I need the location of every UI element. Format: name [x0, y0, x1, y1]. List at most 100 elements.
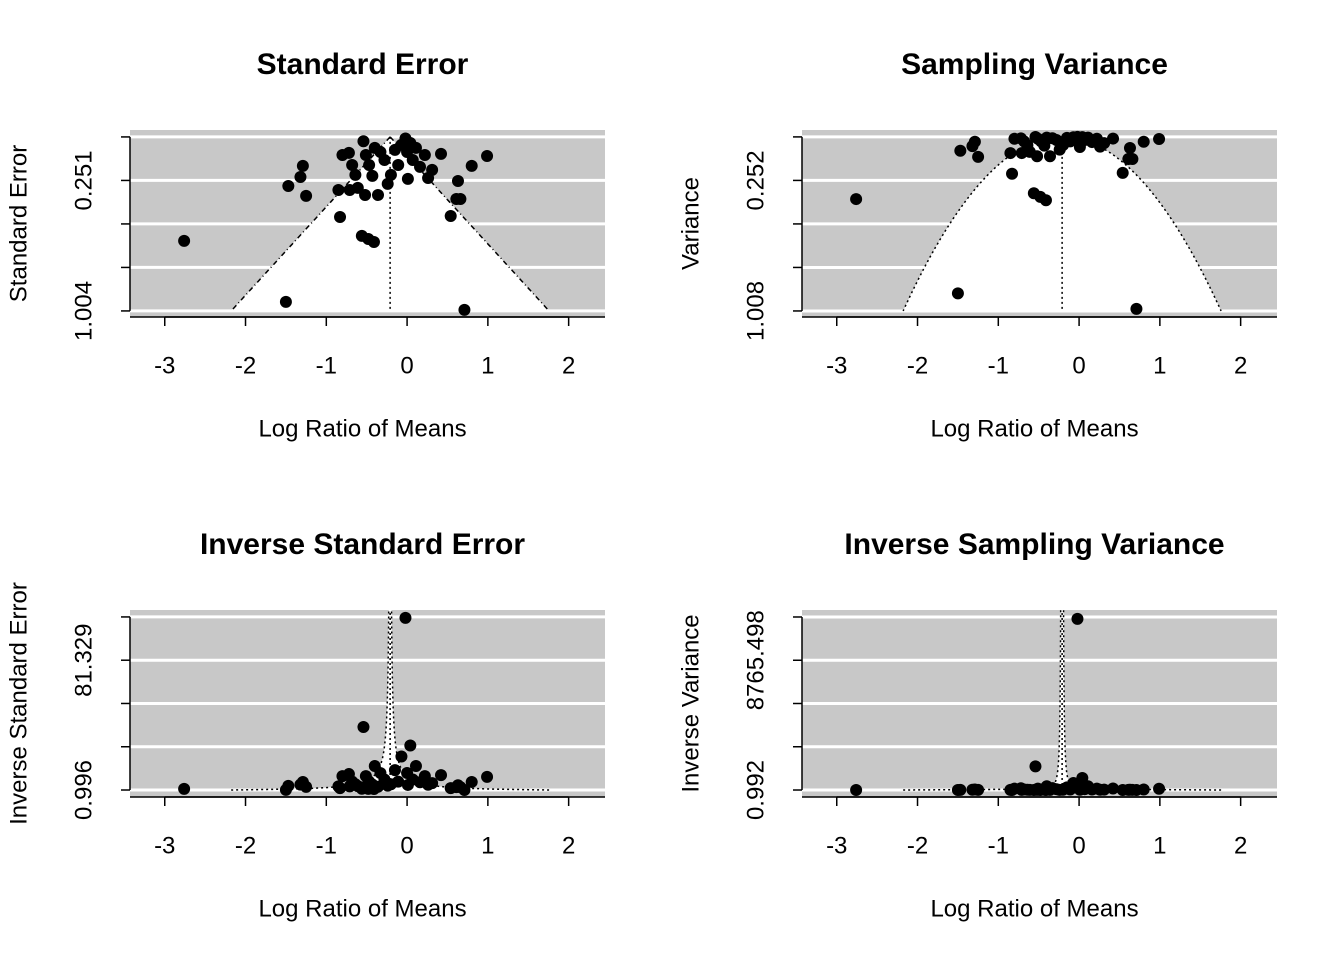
point	[451, 779, 464, 792]
panel: Inverse Standard Error Log Ratio of Means…	[5, 528, 605, 922]
point	[1031, 150, 1044, 163]
point	[332, 780, 345, 793]
x-tick-label: 1	[1153, 352, 1166, 379]
point	[1098, 137, 1111, 150]
point	[465, 159, 478, 172]
point	[388, 764, 401, 777]
point	[972, 150, 985, 163]
point	[968, 135, 981, 148]
x-axis-label: Log Ratio of Means	[930, 415, 1138, 442]
point	[279, 295, 292, 308]
point	[399, 611, 412, 624]
point	[357, 720, 370, 733]
x-tick-label: 2	[562, 352, 575, 379]
y-tick-label: 1.008	[742, 281, 769, 341]
point	[1116, 166, 1129, 179]
x-tick-label: 1	[1153, 832, 1166, 859]
y-tick-label: 1.004	[70, 281, 97, 341]
point	[465, 775, 478, 788]
x-tick-label: 1	[481, 832, 494, 859]
y-tick-label: 0.996	[70, 760, 97, 820]
point	[458, 303, 471, 316]
panel: Inverse Sampling Variance Log Ratio of Me…	[677, 528, 1277, 922]
x-tick-label: 2	[1234, 832, 1247, 859]
x-tick-label: 0	[1072, 832, 1085, 859]
x-tick-label: 1	[481, 352, 494, 379]
point	[1123, 142, 1136, 155]
point	[418, 148, 431, 161]
point	[1137, 783, 1150, 796]
funnel	[802, 135, 1277, 313]
points	[178, 611, 494, 797]
y-axis-label: Standard Error	[5, 145, 32, 302]
point	[954, 144, 967, 157]
point	[951, 287, 964, 300]
point	[481, 770, 494, 783]
point	[378, 153, 391, 166]
point	[359, 780, 372, 793]
point	[1130, 302, 1143, 315]
point	[178, 234, 191, 247]
point	[1137, 135, 1150, 148]
points	[850, 130, 1166, 315]
point	[444, 209, 457, 222]
point	[1107, 132, 1120, 145]
point	[1107, 782, 1120, 795]
x-tick-label: 2	[562, 832, 575, 859]
funnel	[802, 610, 1277, 792]
x-axis-label: Log Ratio of Means	[930, 895, 1138, 922]
y-tick-label: 0.992	[742, 760, 769, 820]
y-tick-label: 8765.498	[742, 610, 769, 710]
point	[359, 148, 372, 161]
x-tick-label: -1	[988, 352, 1009, 379]
points	[850, 612, 1166, 797]
point	[300, 189, 313, 202]
panel: Sampling Variance Log Ratio of Means Varia…	[677, 48, 1277, 442]
point	[404, 739, 417, 752]
point	[178, 782, 191, 795]
x-tick-label: 0	[1072, 352, 1085, 379]
panel: Standard Error Log Ratio of Means Standard…	[5, 48, 605, 442]
point	[451, 174, 464, 187]
x-tick-label: -1	[316, 352, 337, 379]
point	[346, 159, 359, 172]
x-tick-label: 0	[400, 832, 413, 859]
point	[1039, 194, 1052, 207]
point	[363, 159, 376, 172]
point	[1044, 150, 1057, 163]
point	[367, 235, 380, 248]
point	[1126, 153, 1139, 166]
point	[1029, 760, 1042, 773]
point	[414, 160, 427, 173]
point	[954, 783, 967, 796]
point	[1153, 132, 1166, 145]
panel-title: Inverse Standard Error	[200, 528, 525, 561]
point	[372, 188, 385, 201]
point	[435, 147, 448, 160]
point	[481, 149, 494, 162]
point	[426, 163, 439, 176]
point	[381, 177, 394, 190]
panel-title: Standard Error	[257, 48, 469, 81]
point	[409, 141, 422, 154]
panel-title: Inverse Sampling Variance	[844, 528, 1224, 561]
point	[392, 159, 405, 172]
point	[409, 759, 422, 772]
point	[282, 179, 295, 192]
x-tick-label: -3	[826, 832, 847, 859]
y-axis-label: Inverse Standard Error	[5, 582, 32, 825]
y-axis-label: Inverse Variance	[677, 614, 704, 792]
point	[1098, 783, 1111, 796]
point	[1153, 782, 1166, 795]
points	[178, 132, 494, 316]
point	[282, 779, 295, 792]
y-tick-label: 81.329	[70, 624, 97, 697]
point	[392, 775, 405, 788]
x-tick-label: -1	[988, 832, 1009, 859]
point	[334, 211, 347, 224]
point	[342, 146, 355, 159]
point	[1071, 612, 1084, 625]
x-tick-label: 0	[400, 352, 413, 379]
